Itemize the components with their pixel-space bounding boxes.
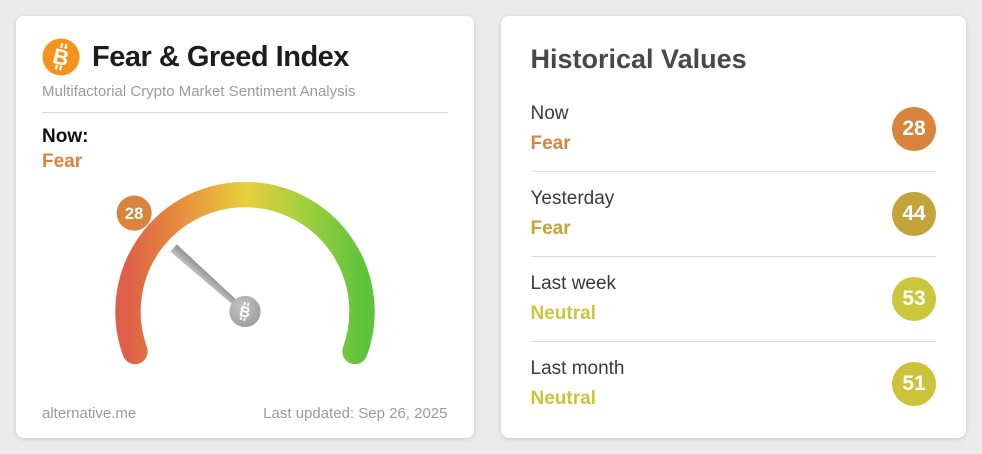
- history-row-last-week: Last week Neutral 53: [530, 257, 936, 342]
- historical-values-card: Historical Values Now Fear 28 Yesterday …: [500, 16, 966, 438]
- history-label: Last week: [530, 273, 617, 294]
- now-classification: Fear: [42, 151, 83, 172]
- gauge-needle: [170, 244, 247, 314]
- fear-greed-card: B Fear & Greed Index Multifactorial Cryp…: [16, 16, 474, 438]
- page-title: Fear & Greed Index: [92, 40, 349, 73]
- history-row-last-month: Last month Neutral 51: [530, 342, 936, 426]
- history-label: Last month: [530, 358, 625, 379]
- historical-values-title: Historical Values: [530, 44, 747, 74]
- historical-values-list: Now Fear 28 Yesterday Fear 44 Last week …: [530, 87, 936, 426]
- fear-greed-gauge: B 28: [115, 181, 375, 365]
- history-classification: Fear: [530, 133, 571, 154]
- history-value-badge: 53: [892, 277, 936, 321]
- gauge-badge-value: 28: [125, 204, 143, 223]
- history-row-yesterday: Yesterday Fear 44: [530, 172, 936, 257]
- subtitle: Multifactorial Crypto Market Sentiment A…: [42, 83, 356, 100]
- history-value-badge: 44: [892, 192, 936, 236]
- history-classification: Neutral: [530, 388, 596, 409]
- history-label: Now: [530, 103, 569, 124]
- history-value-badge: 28: [892, 107, 936, 151]
- card-header: B Fear & Greed Index: [42, 38, 448, 76]
- card-footer: alternative.me Last updated: Sep 26, 202…: [42, 405, 448, 422]
- last-updated: Last updated: Sep 26, 2025: [263, 405, 448, 422]
- divider: [42, 112, 448, 113]
- history-classification: Fear: [530, 218, 571, 239]
- now-label: Now:: [42, 126, 89, 147]
- history-value-badge: 51: [892, 362, 936, 406]
- gauge-badge-circle: [116, 195, 152, 231]
- source-link: alternative.me: [42, 405, 137, 422]
- history-label: Yesterday: [530, 188, 615, 209]
- gauge-value-badge: 28: [116, 195, 152, 231]
- svg-text:B: B: [50, 43, 71, 71]
- history-row-now: Now Fear 28: [530, 87, 936, 172]
- history-classification: Neutral: [530, 303, 596, 324]
- bitcoin-hub-icon: B: [229, 295, 261, 328]
- gauge-container: B 28: [42, 173, 448, 371]
- gauge-arc: [115, 181, 375, 365]
- bitcoin-icon: B: [42, 38, 80, 76]
